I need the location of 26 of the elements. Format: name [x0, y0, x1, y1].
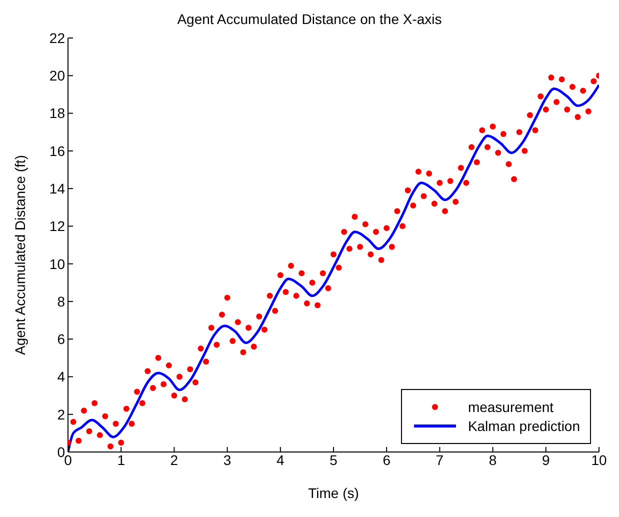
chart-title: Agent Accumulated Distance on the X-axis [176, 10, 443, 29]
x-tick-label: 8 [488, 452, 497, 468]
x-tick-label: 7 [436, 452, 444, 468]
y-tick-label: 16 [49, 142, 66, 159]
y-tick-label: 20 [49, 68, 66, 84]
x-tick-label: 1 [117, 452, 126, 468]
x-tick-label: 6 [382, 452, 391, 468]
y-tick-label: 18 [49, 105, 66, 122]
x-tick-label: 9 [542, 452, 550, 468]
legend-label: Kalman prediction [468, 418, 580, 434]
y-tick-label: 6 [57, 331, 66, 348]
x-tick-label: 3 [223, 452, 232, 468]
x-tick-label: 5 [330, 452, 338, 468]
y-axis-title: Agent Accumulated Distance (ft) [12, 155, 28, 355]
y-tick-label: 10 [49, 256, 66, 272]
x-tick-label: 10 [591, 452, 607, 468]
y-tick-label: 8 [57, 293, 66, 310]
x-tick-label: 2 [170, 452, 178, 468]
x-axis-title: Time (s) [308, 485, 359, 501]
legend-label: measurement [468, 399, 554, 415]
y-tick-label: 4 [57, 368, 66, 385]
y-tick-label: 22 [49, 30, 66, 46]
y-tick-label: 14 [49, 180, 66, 197]
y-tick-label: 2 [57, 406, 66, 422]
x-tick-label: 4 [276, 452, 284, 468]
y-tick-label: 12 [49, 218, 66, 234]
